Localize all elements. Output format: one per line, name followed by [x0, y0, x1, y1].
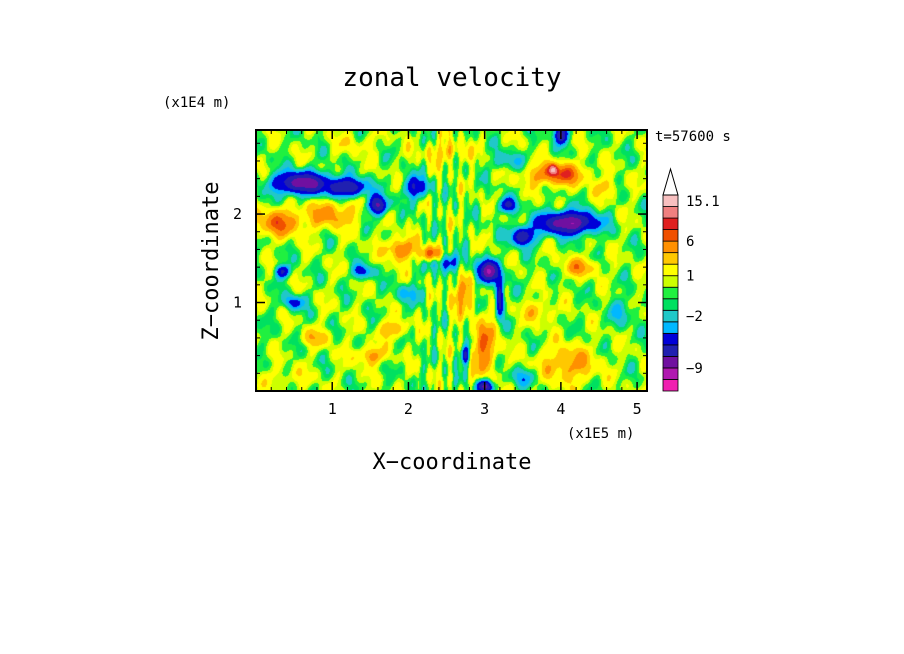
y-axis-label: Z−coordinate: [199, 182, 224, 341]
x-axis-label: X−coordinate: [373, 450, 532, 475]
colorbar-label: 15.1: [686, 194, 720, 210]
colorbar-box: [662, 344, 679, 357]
colorbar-box: [662, 206, 679, 219]
colorbar-box: [662, 367, 679, 380]
x-tick-label: 1: [328, 400, 337, 418]
colorbar-label: 6: [686, 234, 694, 250]
colorbar-box: [662, 332, 679, 346]
colorbar-box: [662, 240, 679, 254]
x-tick-label: 2: [404, 400, 413, 418]
x-unit-label: (x1E5 m): [567, 426, 634, 442]
colorbar-box: [662, 309, 679, 323]
y-tick-label: 2: [233, 205, 242, 223]
colorbar-box: [662, 194, 679, 207]
y-tick-label: 1: [233, 294, 242, 312]
chart-title: zonal velocity: [342, 63, 561, 93]
y-axis: 12: [233, 142, 647, 374]
x-tick-label: 3: [480, 400, 489, 418]
colorbar-box: [662, 379, 679, 392]
colorbar-box: [662, 252, 679, 265]
colorbar-max-arrow: [662, 167, 679, 196]
contour-field: [256, 130, 647, 391]
x-tick-label: 4: [556, 400, 565, 418]
y-unit-label: (x1E4 m): [163, 95, 230, 111]
colorbar-box: [662, 356, 679, 369]
plot-frame: [255, 129, 648, 392]
colorbar-box: [662, 286, 679, 300]
colorbar-box: [662, 298, 679, 311]
colorbar-label: −9: [686, 361, 703, 377]
colorbar-label: 1: [686, 269, 694, 285]
x-axis: 1 2 3 4 5: [270, 130, 642, 418]
colorbar-box: [662, 217, 679, 230]
time-label: t=57600 s: [655, 129, 731, 145]
colorbar: 15.1 6 1 −2 −9: [662, 167, 720, 392]
colorbar-label: −2: [686, 309, 703, 325]
colorbar-box: [662, 229, 679, 242]
colorbar-box: [662, 321, 679, 334]
plot-area: [255, 129, 648, 392]
colorbar-box: [662, 263, 679, 277]
colorbar-box: [662, 275, 679, 288]
x-tick-label: 5: [633, 400, 642, 418]
